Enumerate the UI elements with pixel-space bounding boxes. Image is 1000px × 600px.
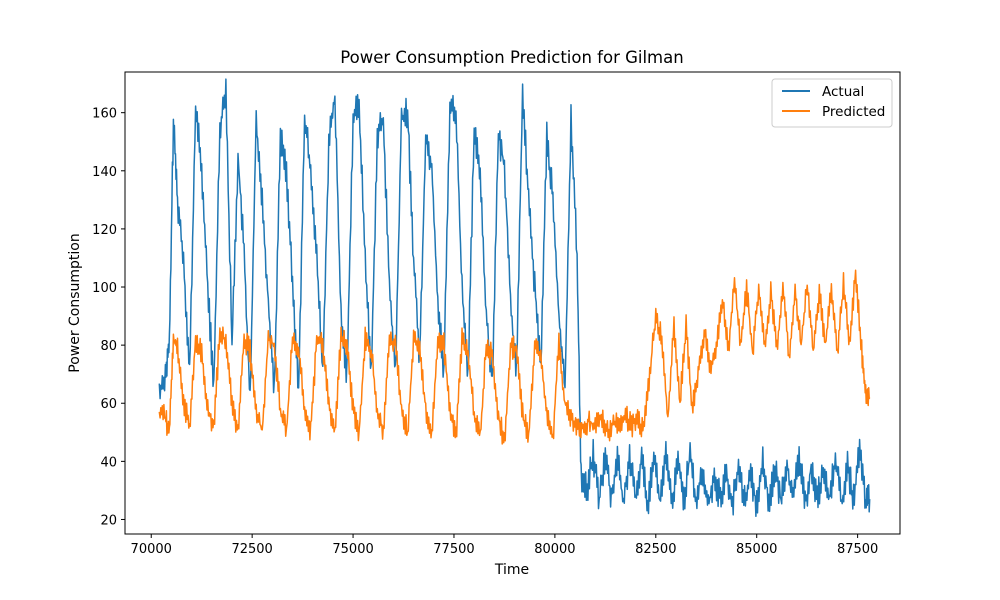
x-axis-label: Time bbox=[494, 562, 529, 578]
y-tick-label: 100 bbox=[92, 281, 117, 296]
legend-label-predicted: Predicted bbox=[822, 104, 885, 120]
y-axis-label: Power Consumption bbox=[67, 233, 83, 373]
legend-label-actual: Actual bbox=[822, 84, 864, 100]
legend: Actual Predicted bbox=[771, 78, 893, 128]
x-tick-label: 80000 bbox=[534, 542, 575, 557]
y-tick-label: 140 bbox=[92, 165, 117, 180]
series-line-predicted bbox=[158, 269, 871, 445]
plot-frame bbox=[124, 71, 901, 535]
x-tick-label: 70000 bbox=[131, 542, 172, 557]
chart-title: Power Consumption Prediction for Gilman bbox=[340, 48, 683, 67]
y-tick-label: 120 bbox=[92, 223, 117, 238]
series-layer bbox=[158, 78, 871, 518]
x-tick-label: 82500 bbox=[635, 542, 676, 557]
y-tick-label: 40 bbox=[100, 455, 117, 470]
y-axis: 20 40 60 80 100 120 140 160 bbox=[92, 107, 125, 528]
x-tick-label: 75000 bbox=[332, 542, 373, 557]
y-tick-label: 160 bbox=[92, 107, 117, 122]
x-axis: 70000 72500 75000 77500 80000 82500 85000 87500 bbox=[131, 534, 878, 557]
x-tick-label: 85000 bbox=[736, 542, 777, 557]
y-tick-label: 60 bbox=[100, 397, 117, 412]
x-tick-label: 72500 bbox=[231, 542, 272, 557]
y-tick-label: 20 bbox=[100, 513, 117, 528]
y-tick-label: 80 bbox=[100, 339, 117, 354]
x-tick-label: 77500 bbox=[433, 542, 474, 557]
x-tick-label: 87500 bbox=[837, 542, 878, 557]
